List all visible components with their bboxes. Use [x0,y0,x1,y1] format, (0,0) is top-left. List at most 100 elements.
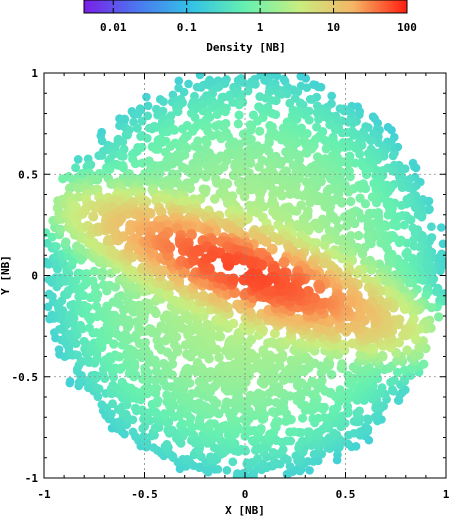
data-point [198,290,209,302]
data-point [65,377,75,386]
data-point [305,95,315,104]
data-point [128,415,138,425]
data-point [182,454,192,464]
data-point [78,324,88,334]
data-point [71,339,81,349]
data-point [274,360,285,371]
data-point [153,396,163,406]
data-point [234,178,244,188]
data-point [209,419,220,429]
data-point [366,296,377,308]
data-point [273,382,284,392]
data-point [383,210,393,220]
data-point [89,266,99,276]
data-point [212,178,222,188]
data-point [355,193,365,203]
x-tick-label: 0 [242,488,249,501]
data-point [427,222,436,232]
data-point [236,444,246,454]
grid-lines [44,73,446,478]
data-point [269,328,280,339]
data-point [355,406,364,416]
data-point [254,162,264,172]
data-point [324,226,335,236]
data-point [253,454,263,463]
data-point [233,119,243,129]
data-point [153,144,163,154]
data-point [313,82,323,92]
data-point [182,363,193,374]
data-point [160,194,171,204]
data-point [140,337,150,348]
data-point [366,136,376,146]
data-point [278,445,288,454]
data-point [142,92,151,102]
colorbar-label: Density [NB] [206,41,285,54]
data-point [211,121,221,131]
data-point [162,390,172,400]
data-point [437,223,446,232]
data-point [158,180,169,191]
data-point [150,355,160,365]
data-point [110,282,121,292]
data-point [137,116,147,126]
y-axis-label: Y [NB] [0,255,12,295]
data-point [222,397,232,407]
data-point [266,95,276,105]
data-point [292,114,302,124]
data-point [152,122,162,132]
data-point [55,224,66,235]
data-point [387,385,397,395]
data-point [189,430,199,440]
data-point [291,451,301,461]
data-point [337,244,347,255]
data-point [314,282,326,294]
data-point [116,291,126,301]
data-point [245,390,256,401]
data-point [304,115,314,125]
y-tick-label: 0.5 [18,168,38,181]
data-point [173,107,183,117]
data-point [61,237,71,247]
data-point [424,205,434,215]
data-point [326,174,336,184]
data-point [118,163,128,173]
data-point [193,143,204,153]
colorbar-tick-label: 10 [327,21,340,34]
data-point [257,106,268,116]
data-point [256,424,266,434]
data-point [239,191,250,202]
data-point [346,196,356,207]
data-point [319,257,330,269]
data-point [303,456,313,466]
data-point [174,76,184,86]
data-point [190,112,200,122]
data-point [400,324,411,335]
data-point [118,137,128,147]
data-point [130,159,141,169]
data-point [246,268,258,280]
data-point [356,183,366,193]
data-point [185,183,195,194]
data-point [339,212,350,222]
data-point [285,461,295,471]
data-point [408,223,418,233]
data-point [108,399,118,409]
data-point [151,366,162,377]
data-point [180,150,190,160]
data-point [397,183,407,193]
data-point [271,417,281,427]
data-point [404,183,413,193]
data-point [245,158,256,168]
data-point [402,345,413,356]
data-point [177,419,187,429]
data-point [128,427,138,437]
data-point [293,87,303,97]
data-point [333,235,343,245]
data-point [328,405,338,415]
data-point [293,379,303,389]
data-point [361,422,371,432]
data-point [167,359,178,369]
data-point [339,106,349,116]
